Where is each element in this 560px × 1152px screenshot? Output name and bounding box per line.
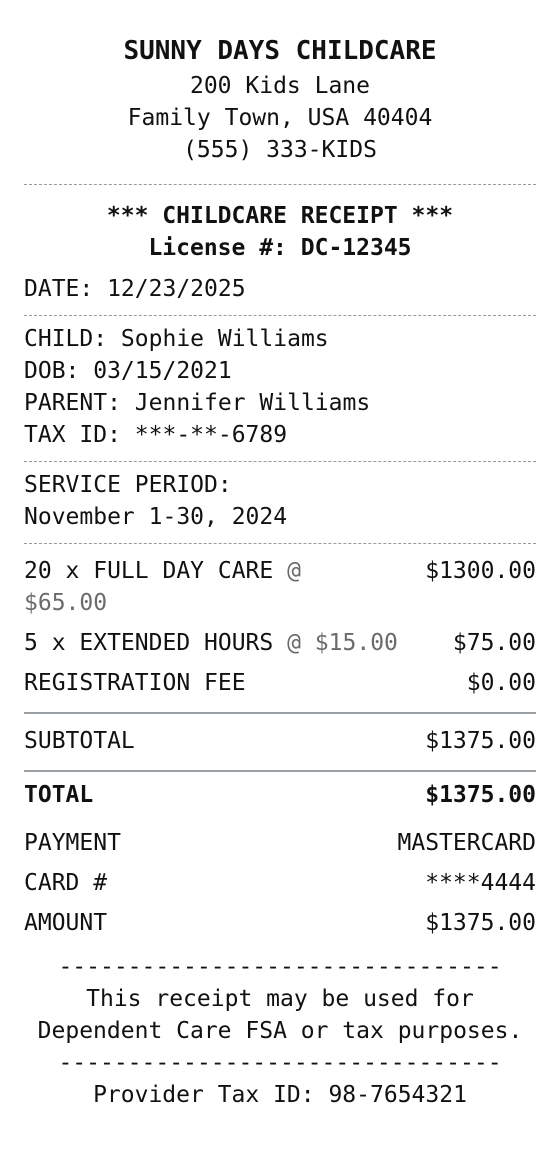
parent-name: PARENT: Jennifer Williams [24, 390, 371, 416]
payment-method: MASTERCARD [397, 830, 536, 856]
divider [24, 184, 536, 185]
line-item-amount: $0.00 [466, 670, 536, 696]
line-item-amount: $75.00 [452, 630, 536, 656]
license-number: License #: DC-12345 [148, 235, 412, 261]
footer-note-1: This receipt may be used for [86, 986, 474, 1012]
line-item-rate: $65.00 [24, 590, 108, 616]
child-dob: DOB: 03/15/2021 [24, 358, 232, 384]
parent-tax-id: TAX ID: ***-**-6789 [24, 422, 288, 448]
line-item: REGISTRATION FEE $0.00 [24, 670, 536, 704]
payment-row: PAYMENT MASTERCARD [24, 830, 536, 864]
child-name: CHILD: Sophie Williams [24, 326, 329, 352]
amount-row: AMOUNT $1375.00 [24, 910, 536, 944]
card-row: CARD # ****4444 [24, 870, 536, 904]
footer-rule: -------------------------------- [58, 1050, 502, 1076]
line-item: 20 x FULL DAY CARE @ $1300.00 [24, 558, 536, 592]
phone-number: (555) 333-KIDS [183, 137, 377, 163]
card-number: ****4444 [425, 870, 536, 896]
address-line-1: 200 Kids Lane [189, 73, 370, 99]
divider [24, 543, 536, 544]
subtotal-value: $1375.00 [425, 728, 536, 754]
divider [24, 770, 536, 772]
line-item-desc: REGISTRATION FEE [24, 670, 246, 696]
amount-label: AMOUNT [24, 910, 108, 936]
total-label: TOTAL [24, 782, 94, 808]
service-period: November 1-30, 2024 [24, 504, 288, 530]
address-line-2: Family Town, USA 40404 [127, 105, 433, 131]
line-item-desc: 20 x FULL DAY CARE @ [24, 558, 301, 584]
total-row: TOTAL $1375.00 [24, 782, 536, 816]
subtotal-row: SUBTOTAL $1375.00 [24, 728, 536, 762]
receipt-date: DATE: 12/23/2025 [24, 276, 246, 302]
footer-rule: -------------------------------- [58, 954, 502, 980]
footer-note-2: Dependent Care FSA or tax purposes. [37, 1018, 523, 1044]
amount-value: $1375.00 [425, 910, 536, 936]
divider [24, 461, 536, 462]
receipt-title: *** CHILDCARE RECEIPT *** [106, 203, 454, 229]
line-item: 5 x EXTENDED HOURS @ $15.00 $75.00 [24, 630, 536, 664]
provider-tax-id: Provider Tax ID: 98-7654321 [93, 1082, 467, 1108]
line-item-desc: 5 x EXTENDED HOURS @ $15.00 [24, 630, 398, 656]
divider [24, 712, 536, 714]
card-label: CARD # [24, 870, 108, 896]
divider [24, 315, 536, 316]
line-item-amount: $1300.00 [425, 558, 536, 584]
payment-label: PAYMENT [24, 830, 121, 856]
subtotal-label: SUBTOTAL [24, 728, 135, 754]
service-period-label: SERVICE PERIOD: [24, 472, 232, 498]
total-value: $1375.00 [425, 782, 536, 808]
business-name: SUNNY DAYS CHILDCARE [123, 36, 437, 66]
